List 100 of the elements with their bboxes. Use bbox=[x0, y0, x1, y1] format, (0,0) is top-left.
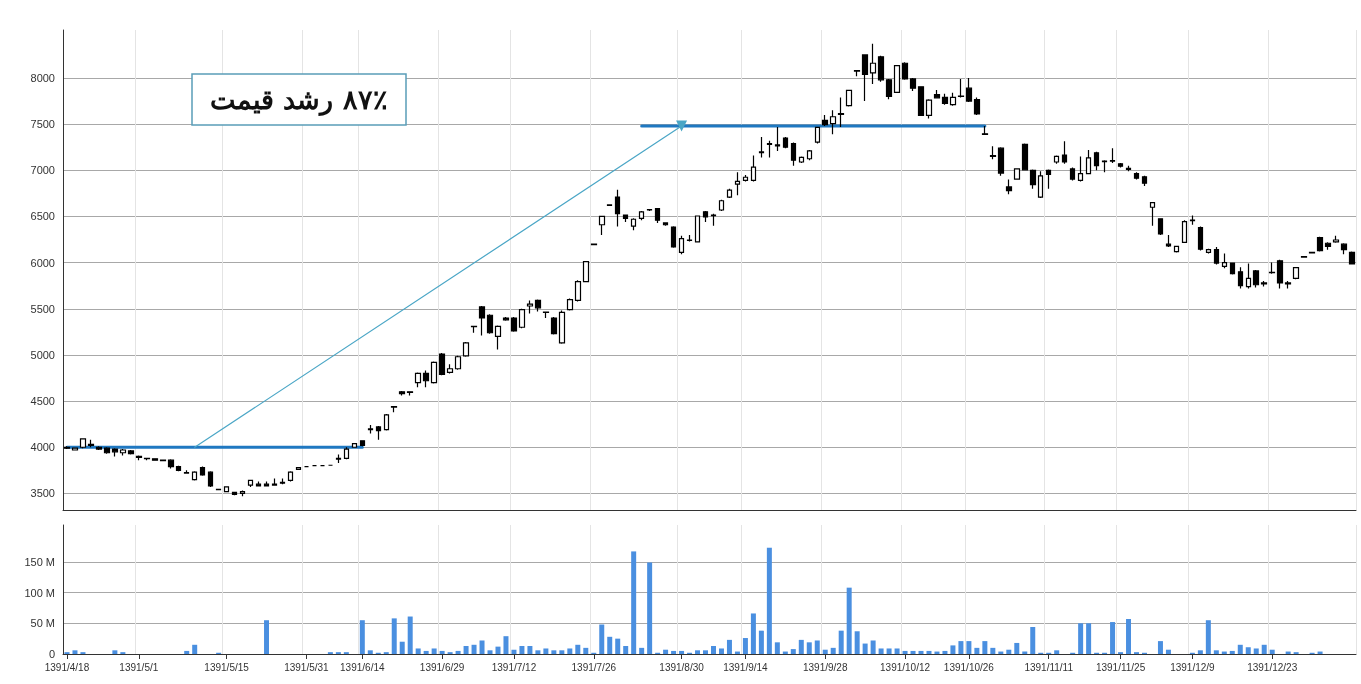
candlestick bbox=[981, 125, 989, 136]
candlestick bbox=[662, 221, 669, 227]
bar bbox=[623, 646, 629, 654]
bar bbox=[878, 648, 884, 654]
candlestick bbox=[1260, 280, 1268, 288]
y-tick-label: 50 M bbox=[30, 617, 55, 630]
bar bbox=[718, 648, 724, 654]
bar bbox=[647, 562, 653, 654]
candlestick bbox=[478, 305, 486, 337]
bar bbox=[407, 616, 413, 654]
candlestick bbox=[726, 188, 733, 199]
candlestick bbox=[1061, 140, 1068, 165]
x-tick-label: 1391/5/15 bbox=[204, 661, 250, 673]
text: ۸۷٪ رشد قیمت bbox=[210, 84, 388, 117]
candlestick bbox=[534, 298, 542, 313]
candlestick bbox=[1069, 166, 1076, 182]
y-tick-label: 5000 bbox=[30, 348, 55, 361]
candlestick bbox=[414, 371, 422, 388]
candlestick bbox=[1252, 269, 1260, 289]
bar bbox=[966, 641, 972, 654]
bar bbox=[511, 649, 517, 654]
candlestick bbox=[837, 96, 845, 128]
bar bbox=[479, 640, 485, 654]
candlestick bbox=[295, 466, 302, 471]
x-tick-label: 1391/9/14 bbox=[723, 661, 769, 673]
candlestick bbox=[1181, 219, 1188, 244]
candlestick bbox=[622, 214, 629, 223]
bar bbox=[1086, 623, 1092, 654]
candlestick bbox=[949, 92, 957, 107]
bar bbox=[1245, 647, 1251, 654]
candlestick bbox=[1013, 167, 1021, 181]
bar bbox=[766, 547, 772, 654]
candlestick bbox=[199, 466, 206, 477]
candlestick bbox=[997, 146, 1005, 177]
candlestick bbox=[1005, 178, 1013, 195]
bar bbox=[1229, 650, 1235, 654]
candlestick bbox=[127, 449, 135, 456]
bar bbox=[679, 650, 685, 654]
candlestick bbox=[1173, 245, 1180, 254]
y-tick-label: 4500 bbox=[30, 395, 55, 408]
candlestick bbox=[1053, 154, 1060, 165]
bar bbox=[902, 650, 908, 654]
bar bbox=[72, 650, 78, 654]
candlestick bbox=[1077, 155, 1084, 182]
candlestick bbox=[686, 234, 693, 242]
candlestick bbox=[95, 445, 103, 451]
bar bbox=[822, 649, 828, 654]
y-tick-label: 8000 bbox=[30, 72, 55, 84]
candlestick bbox=[135, 454, 143, 461]
bar bbox=[1205, 620, 1211, 654]
candlestick bbox=[566, 298, 574, 312]
candlestick bbox=[798, 155, 805, 164]
bar bbox=[359, 620, 365, 654]
candlestick bbox=[71, 447, 79, 452]
candlestick bbox=[877, 55, 885, 83]
bar bbox=[710, 646, 716, 654]
bar bbox=[559, 650, 565, 654]
y-tick-label: 5500 bbox=[30, 302, 55, 315]
bar bbox=[184, 650, 190, 654]
bar bbox=[495, 646, 501, 654]
x-tick-label: 1391/7/12 bbox=[491, 661, 537, 673]
candlestick bbox=[207, 470, 214, 488]
bar bbox=[527, 646, 533, 654]
candlestick bbox=[1165, 234, 1172, 248]
candlestick bbox=[654, 207, 661, 224]
x-tick-label: 1391/5/31 bbox=[284, 661, 330, 673]
candlestick bbox=[806, 149, 813, 161]
candlestick bbox=[510, 316, 518, 333]
candlestick bbox=[119, 448, 127, 457]
candlestick bbox=[1197, 226, 1204, 252]
candlestick bbox=[1245, 262, 1252, 290]
candlestick bbox=[422, 370, 430, 388]
x-tick-label: 1391/12/9 bbox=[1170, 661, 1216, 673]
candlestick bbox=[750, 154, 757, 182]
bar bbox=[774, 642, 780, 654]
bar bbox=[112, 650, 118, 654]
candlestick bbox=[1300, 255, 1308, 259]
bar bbox=[798, 639, 804, 654]
bar bbox=[1126, 618, 1132, 654]
bar bbox=[463, 646, 469, 654]
x-tick-label: 1391/9/28 bbox=[802, 661, 848, 673]
y-tick-label: 100 M bbox=[24, 586, 55, 599]
y-tick-label: 7000 bbox=[30, 164, 55, 177]
bar bbox=[982, 641, 988, 654]
bar bbox=[615, 638, 621, 654]
x-tick-label: 1391/10/12 bbox=[880, 661, 931, 673]
candlestick bbox=[782, 136, 789, 149]
bar bbox=[471, 644, 477, 654]
candlestick bbox=[710, 213, 717, 227]
candlestick bbox=[1229, 262, 1236, 276]
candlestick bbox=[558, 310, 566, 345]
candlestick bbox=[758, 136, 765, 158]
candlestick bbox=[383, 413, 390, 432]
y-tick-label: 6500 bbox=[30, 210, 55, 223]
candlestick bbox=[454, 355, 462, 371]
candlestick bbox=[1284, 280, 1292, 290]
candlestick bbox=[630, 217, 637, 231]
candlestick bbox=[694, 214, 701, 243]
candlestick bbox=[191, 470, 198, 482]
candlestick bbox=[367, 424, 374, 434]
